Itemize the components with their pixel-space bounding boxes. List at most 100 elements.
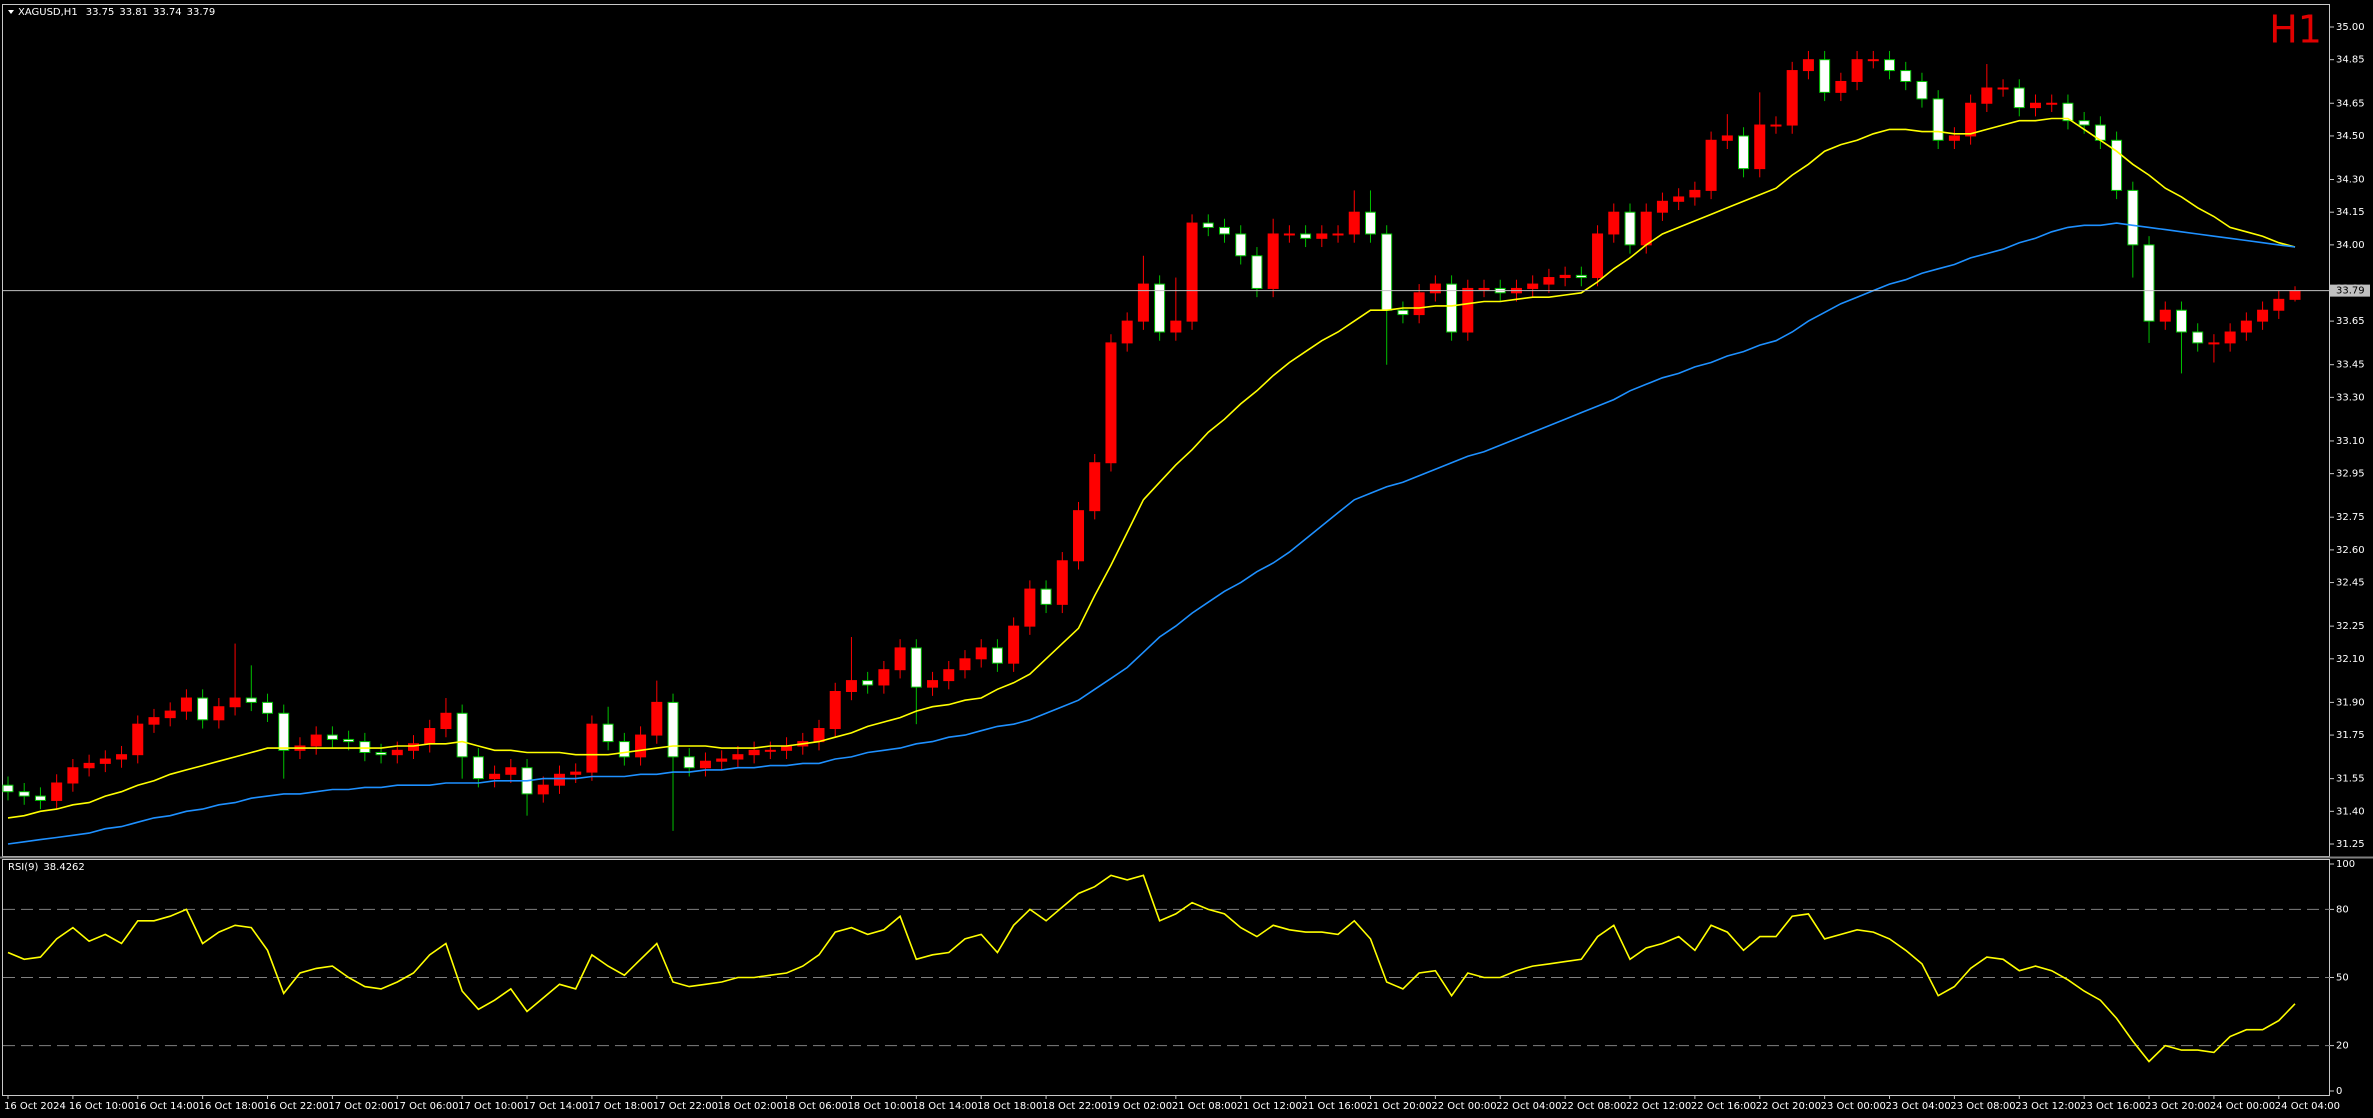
y-tick-label: 33.65	[2336, 316, 2365, 327]
candle-body	[1154, 283, 1166, 333]
candle-body	[505, 767, 517, 775]
candle-body	[1056, 560, 1068, 605]
candle-body	[1738, 135, 1750, 170]
rsi-title: RSI(9)	[8, 862, 39, 873]
x-tick-label: 16 Oct 22:00	[264, 1101, 329, 1112]
x-tick-label: 18 Oct 14:00	[912, 1101, 977, 1112]
candle-body	[278, 712, 290, 751]
candle-body	[1786, 70, 1798, 126]
y-tick-label: 34.65	[2336, 98, 2365, 109]
current-price-label: 33.79	[2336, 286, 2365, 297]
y-tick-label: 33.45	[2336, 360, 2365, 371]
y-tick-label: 100	[2336, 859, 2355, 870]
candle-body	[1705, 139, 1717, 191]
candle-body	[2127, 189, 2139, 246]
candle-body	[553, 773, 565, 786]
rsi-line	[7, 874, 2296, 1063]
candle-body	[375, 751, 387, 756]
x-tick-label: 17 Oct 06:00	[393, 1101, 458, 1112]
candle-body	[2192, 331, 2204, 344]
candle-body	[245, 697, 257, 703]
y-tick-label: 31.75	[2336, 730, 2365, 741]
candle-body	[1543, 277, 1555, 285]
candle-body	[862, 680, 874, 686]
header-high: 33.81	[119, 7, 148, 18]
candle-body	[1089, 462, 1101, 512]
candle-body	[1559, 274, 1571, 279]
x-tick-label: 19 Oct 02:00	[1107, 1101, 1172, 1112]
candle-body	[1656, 200, 1668, 213]
candle-body	[116, 754, 128, 760]
candle-body	[1689, 189, 1701, 198]
x-tick-label: 23 Oct 12:00	[2015, 1101, 2080, 1112]
rsi-value: 38.4262	[43, 862, 84, 873]
candle-body	[229, 697, 241, 708]
candle-body	[2273, 298, 2285, 311]
header-close: 33.79	[187, 7, 216, 18]
x-tick-label: 22 Oct 08:00	[1561, 1101, 1626, 1112]
candle-body	[764, 749, 776, 752]
y-tick-label: 34.30	[2336, 175, 2365, 186]
candle-body	[34, 795, 46, 801]
candle-body	[570, 771, 582, 775]
candle-body	[2030, 102, 2041, 109]
y-tick-label: 34.00	[2336, 240, 2365, 251]
x-tick-label: 23 Oct 04:00	[1886, 1101, 1951, 1112]
candle-body	[1835, 80, 1847, 93]
candle-body	[1040, 588, 1052, 605]
y-tick-label: 34.85	[2336, 55, 2365, 66]
candle-body	[651, 701, 663, 736]
x-tick-label: 18 Oct 02:00	[718, 1101, 783, 1112]
x-tick-label: 16 Oct 2024	[4, 1101, 66, 1112]
candle-body	[18, 791, 30, 797]
candle-body	[1364, 211, 1376, 235]
y-tick-label: 32.45	[2336, 578, 2365, 589]
x-tick-label: 22 Oct 04:00	[1496, 1101, 1561, 1112]
current-price-box	[2330, 284, 2370, 297]
x-tick-label: 23 Oct 08:00	[1950, 1101, 2015, 1112]
timeframe: H1	[2269, 8, 2322, 52]
candle-body	[99, 758, 111, 764]
candle-body	[1170, 320, 1182, 333]
menu-arrow	[8, 10, 14, 14]
candle-body	[326, 734, 338, 740]
candle-body	[1121, 320, 1133, 344]
candle-body	[959, 658, 971, 671]
candle-body	[1851, 59, 1863, 82]
candle-body	[262, 701, 274, 714]
candle-body	[310, 734, 322, 747]
x-tick-label: 18 Oct 10:00	[847, 1101, 912, 1112]
y-tick-label: 20	[2336, 1041, 2349, 1052]
candle-body	[164, 710, 176, 719]
candle-body	[602, 723, 614, 743]
candle-body	[343, 738, 355, 743]
candle-body	[878, 669, 890, 686]
moving-average	[7, 222, 2296, 845]
candle-body	[2111, 139, 2123, 191]
candle-body	[391, 749, 403, 756]
moving-average	[7, 117, 2296, 819]
x-tick-label: 21 Oct 16:00	[1302, 1101, 1367, 1112]
candle-body	[1754, 124, 1766, 170]
candle-body	[2224, 331, 2236, 344]
candle-body	[1981, 87, 1993, 104]
candle-body	[472, 756, 484, 780]
x-tick-label: 18 Oct 22:00	[1042, 1101, 1107, 1112]
candle-body	[635, 734, 647, 758]
x-tick-label: 18 Oct 06:00	[783, 1101, 848, 1112]
candle-body	[2289, 290, 2301, 300]
candle-body	[991, 647, 1003, 664]
candle-body	[2208, 342, 2220, 345]
y-tick-label: 32.95	[2336, 469, 2365, 480]
candle-body	[359, 741, 371, 753]
x-tick-label: 22 Oct 16:00	[1691, 1101, 1756, 1112]
x-tick-label: 17 Oct 22:00	[653, 1101, 718, 1112]
candle-body	[213, 706, 225, 721]
header-low: 33.74	[153, 7, 182, 18]
x-tick-label: 16 Oct 14:00	[134, 1101, 199, 1112]
y-tick-label: 31.55	[2336, 774, 2365, 785]
x-tick-label: 23 Oct 00:00	[1821, 1101, 1886, 1112]
